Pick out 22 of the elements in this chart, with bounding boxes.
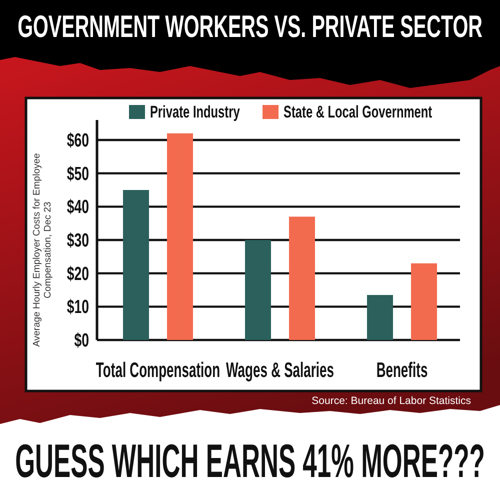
x-tick-label: Total Compensation [96, 358, 220, 382]
legend-label: State & Local Government [284, 104, 432, 122]
y-tick-label: $60 [66, 130, 89, 152]
text: GUESS WHICH EARNS 41% MORE??? [15, 436, 485, 488]
y-tick-label: $0 [74, 330, 89, 352]
chart-title: GOVERNMENT WORKERS VS. PRIVATE SECTOR [18, 8, 483, 44]
bar [367, 295, 393, 340]
y-tick-label: $10 [66, 296, 89, 318]
x-tick-label: Wages & Salaries [226, 358, 334, 382]
y-tick-label: $20 [66, 264, 89, 284]
y-tick-label: $40 [66, 196, 89, 218]
bar [123, 190, 149, 340]
y-tick-label: $30 [66, 230, 89, 252]
bar [245, 240, 271, 340]
source-note: Source: Bureau of Labor Statistics [312, 395, 471, 407]
bar [167, 133, 193, 340]
y-axis-title: Average Hourly Employer Costs for Employee Compensation, Dec 23 [32, 153, 54, 347]
legend-label: Private Industry [150, 104, 241, 122]
bar [411, 263, 437, 340]
x-tick-label: Benefits [376, 358, 428, 382]
y-tick-label: $50 [66, 164, 89, 184]
bar [289, 216, 315, 340]
